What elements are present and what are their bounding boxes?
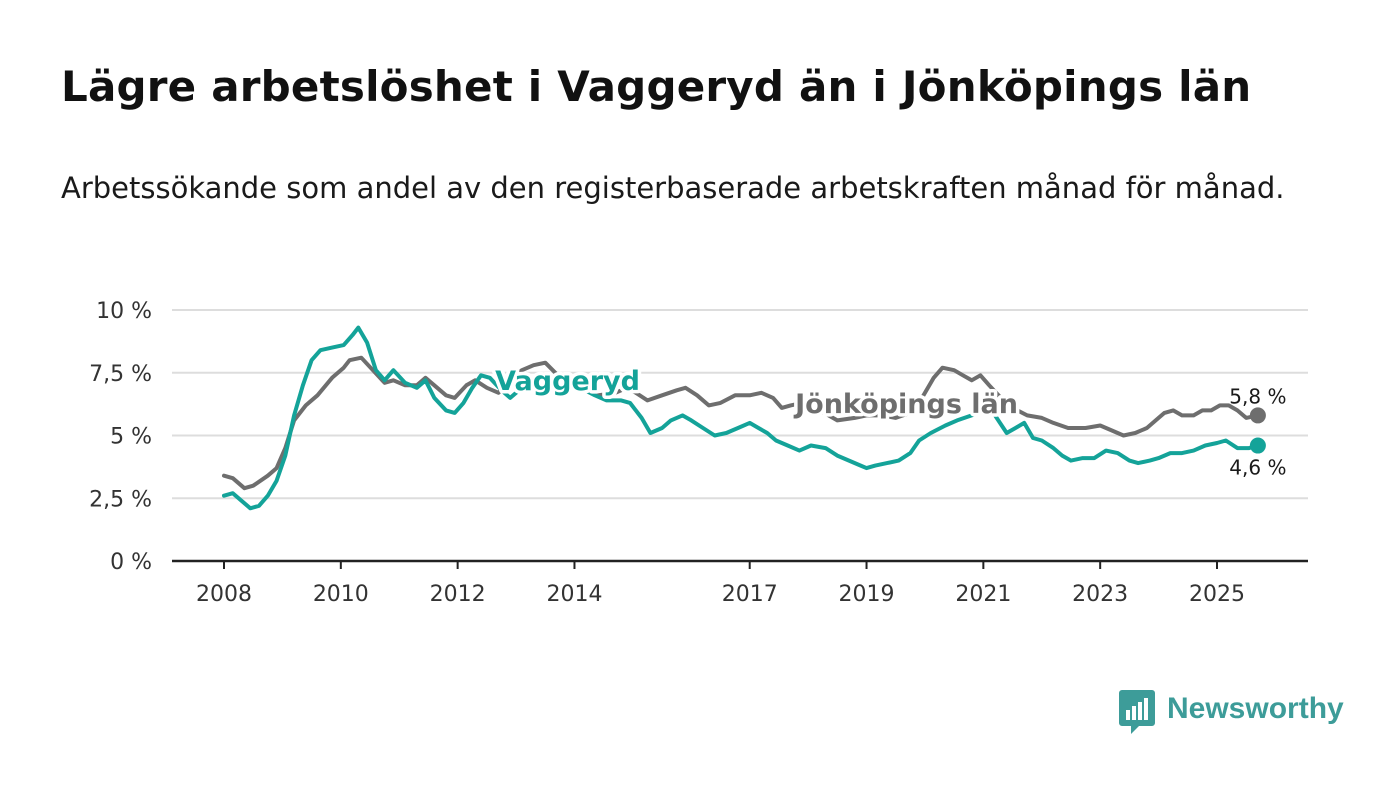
bar-chart-speech-bubble-icon <box>1119 690 1155 734</box>
series-line-jonkopings-lan <box>222 355 1260 491</box>
y-tick-label: 5 % <box>110 425 152 450</box>
x-tick-label: 2008 <box>196 582 252 607</box>
chart-title: Lägre arbetslöshet i Vaggeryd än i Jönkö… <box>61 62 1252 111</box>
chart-subtitle: Arbetssökande som andel av den registerb… <box>61 171 1285 205</box>
x-tick-label: 2019 <box>839 582 895 607</box>
brand-name: Newsworthy <box>1167 692 1344 725</box>
series-labels: 5,8 % 4,6 % Jönköpings län Vaggeryd <box>492 363 1287 480</box>
y-axis-ticks: 0 % 2,5 % 5 % 7,5 % 10 % <box>89 299 152 575</box>
series-label-jonkopings-lan: Jönköpings län <box>793 389 1018 420</box>
series-label-vaggeryd: Vaggeryd <box>495 366 640 397</box>
end-point-dot <box>1249 407 1266 424</box>
x-axis-ticks: 2008 2010 2012 2014 2017 2019 2021 2023 2025 <box>196 561 1245 607</box>
gridlines <box>172 309 1308 563</box>
y-tick-label: 0 % <box>110 550 152 575</box>
y-tick-label: 10 % <box>96 299 152 324</box>
x-tick-label: 2025 <box>1189 582 1245 607</box>
x-tick-label: 2014 <box>546 582 602 607</box>
end-value-label: 4,6 % <box>1229 456 1286 480</box>
x-tick-label: 2010 <box>313 582 369 607</box>
newsworthy-logo[interactable]: Newsworthy <box>1119 690 1344 734</box>
y-tick-label: 7,5 % <box>89 362 152 387</box>
series-lines <box>222 325 1266 511</box>
series-line-vaggeryd <box>222 325 1260 511</box>
x-tick-label: 2012 <box>430 582 486 607</box>
end-value-label: 5,8 % <box>1229 384 1286 408</box>
y-tick-label: 2,5 % <box>89 487 152 512</box>
x-tick-label: 2023 <box>1072 582 1128 607</box>
end-point-dot <box>1249 437 1266 454</box>
x-tick-label: 2021 <box>955 582 1011 607</box>
x-tick-label: 2017 <box>722 582 778 607</box>
